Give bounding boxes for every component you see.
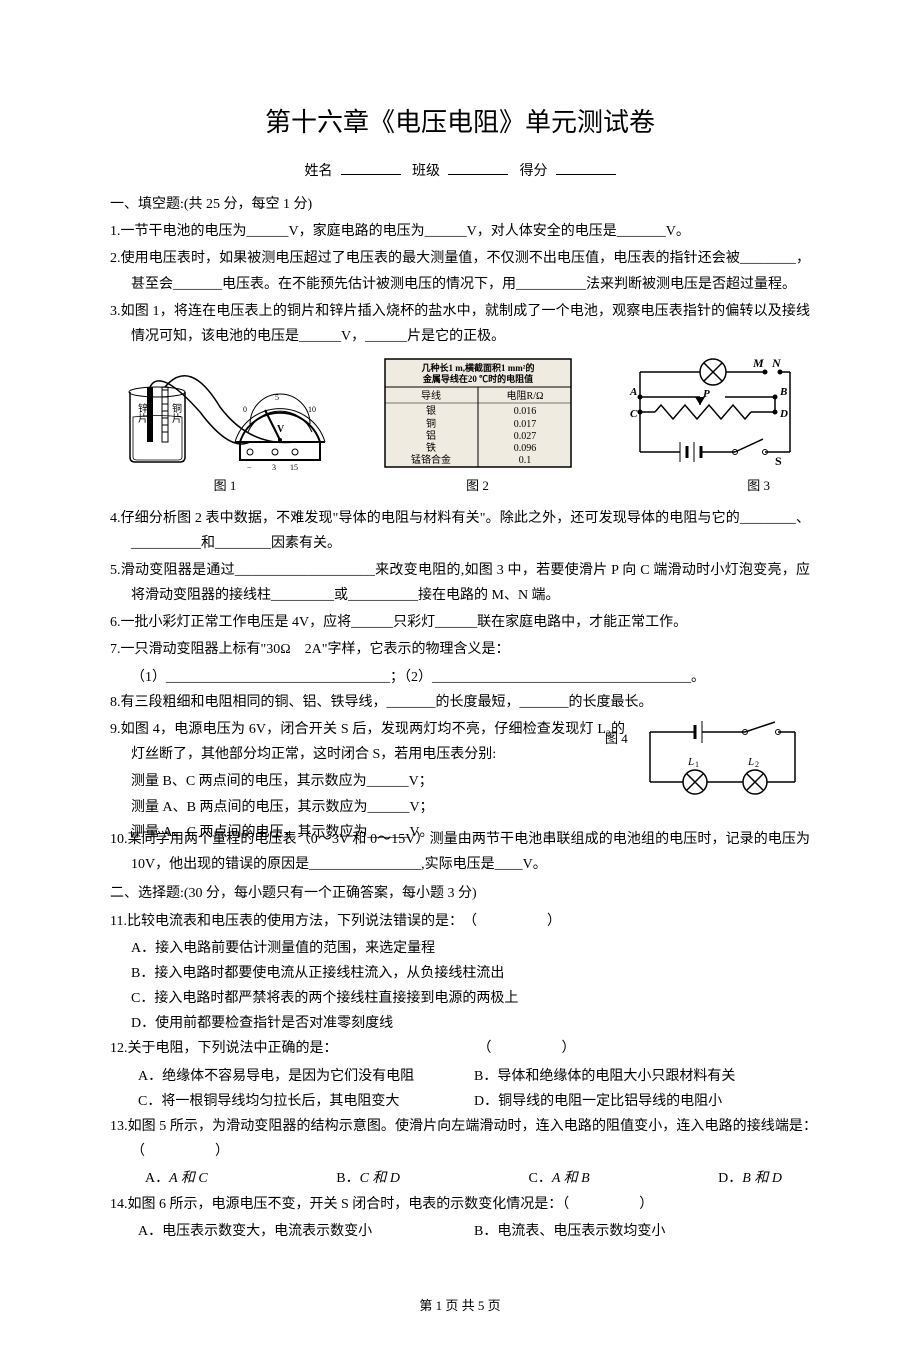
q13-a: A 和 C (169, 1171, 208, 1186)
svg-text:2: 2 (755, 760, 759, 769)
q9-container: 9.如图 4，电源电压为 6V，闭合开关 S 后，发现两灯均不亮，仔细检查发现灯… (110, 717, 810, 845)
fig4-label: 图 4 (605, 727, 780, 750)
fig2-svg: 几种长1 m,横截面积1 mm²的 金属导线在20 ℃时的电阻值 导线 电阻R/… (383, 357, 573, 472)
q12-row1: A．绝缘体不容易导电，是因为它们没有电阻 B．导体和绝缘体的电阻大小只跟材料有关 (110, 1064, 810, 1089)
q12-d: D．铜导线的电阻一定比铝导线的电阻小 (474, 1089, 810, 1114)
q3: 3.如图 1，将连在电压表上的铜片和锌片插入烧杯的盐水中，就制成了一个电池，观察… (110, 299, 810, 349)
fig2-title1: 几种长1 m,横截面积1 mm²的 (421, 362, 534, 373)
class-blank[interactable] (448, 159, 508, 175)
fig2-r1-val: 0.017 (513, 419, 536, 430)
svg-text:M: M (752, 357, 764, 370)
svg-text:V: V (277, 424, 285, 435)
svg-text:L: L (687, 756, 694, 768)
q10: 10.某同学用两个量程的电压表（0～3V 和 0～15V）测量由两节干电池串联组… (110, 827, 810, 877)
name-label: 姓名 (305, 159, 333, 184)
fig2-r1-name: 铜 (426, 418, 436, 430)
svg-text:10: 10 (308, 405, 316, 414)
svg-text:S: S (775, 454, 782, 468)
page-footer: 第 1 页 共 5 页 (110, 1294, 810, 1317)
fig1-svg: 锌 片 铜 片 0 5 10 V − 3 15 (120, 362, 330, 472)
name-blank[interactable] (341, 159, 401, 175)
svg-text:A: A (629, 386, 637, 398)
fig3-svg: M N A P B C D (625, 357, 800, 472)
q7-sub: （1）________________________________；（2）_… (110, 665, 810, 690)
fig2-r0-name: 银 (426, 404, 436, 417)
figure-4: L1 L2 图 4 (635, 717, 810, 825)
q13-options: A．A 和 C B．C 和 D C．A 和 B D．B 和 D (110, 1166, 810, 1191)
class-label: 班级 (412, 159, 440, 184)
fig2-r0-val: 0.016 (513, 406, 536, 417)
q12-c: C．将一根铜导线均匀拉长后，其电阻变大 (138, 1089, 474, 1114)
page-title: 第十六章《电压电阻》单元测试卷 (110, 100, 810, 147)
q13-a-pre: A． (145, 1171, 169, 1186)
q12-b: B．导体和绝缘体的电阻大小只跟材料有关 (474, 1064, 810, 1089)
svg-text:−: − (247, 463, 252, 472)
q11-b: B．接入电路时都要使电流从正接线柱流入，从负接线柱流出 (110, 961, 810, 986)
score-blank[interactable] (556, 159, 616, 175)
q1: 1.一节干电池的电压为______V，家庭电路的电压为______V，对人体安全… (110, 219, 810, 244)
figures-row-1: 锌 片 铜 片 0 5 10 V − 3 15 图 (110, 357, 810, 497)
svg-text:片: 片 (172, 412, 182, 425)
fig2-r2-val: 0.027 (513, 431, 536, 442)
q11-a: A．接入电路前要估计测量值的范围，来选定量程 (110, 936, 810, 961)
fig2-title2: 金属导线在20 ℃时的电阻值 (421, 373, 532, 384)
fig1-label: 图 1 (214, 474, 237, 497)
svg-text:3: 3 (272, 463, 276, 472)
section2-header: 二、选择题:(30 分，每小题只有一个正确答案，每小题 3 分) (110, 881, 810, 906)
q12-a: A．绝缘体不容易导电，是因为它们没有电阻 (138, 1064, 474, 1089)
svg-text:5: 5 (275, 393, 279, 402)
q9-main: 9.如图 4，电源电压为 6V，闭合开关 S 后，发现两灯均不亮，仔细检查发现灯… (110, 717, 625, 767)
q2: 2.使用电压表时，如果被测电压超过了电压表的最大测量值，不仅测不出电压值，电压表… (110, 246, 810, 296)
svg-text:C: C (630, 408, 638, 420)
svg-text:片: 片 (138, 412, 148, 425)
svg-text:B: B (779, 386, 787, 398)
q13-stem: 13.如图 5 所示，为滑动变阻器的结构示意图。使滑片向左端滑动时，连入电路的阻… (110, 1114, 810, 1164)
q13-d: B 和 D (742, 1171, 782, 1186)
section1-header: 一、填空题:(共 25 分，每空 1 分) (110, 192, 810, 217)
q9-a: 测量 B、C 两点间的电压，其示数应为______V； (110, 769, 625, 794)
svg-text:N: N (771, 357, 782, 370)
q11-stem: 11.比较电流表和电压表的使用方法，下列说法错误的是： （ ） (110, 909, 810, 934)
figure-2: 几种长1 m,横截面积1 mm²的 金属导线在20 ℃时的电阻值 导线 电阻R/… (383, 357, 573, 497)
q11-c: C．接入电路时都严禁将表的两个接线柱直接接到电源的两极上 (110, 986, 810, 1011)
fig2-col2: 电阻R/Ω (506, 389, 543, 402)
q13-b-pre: B． (336, 1171, 359, 1186)
q13-c-pre: C． (529, 1171, 552, 1186)
score-label: 得分 (520, 159, 548, 184)
q14-stem: 14.如图 6 所示，电源电压不变，开关 S 闭合时，电表的示数变化情况是：（ … (110, 1192, 810, 1217)
q13-d-pre: D． (718, 1171, 742, 1186)
q13-c: A 和 B (552, 1171, 590, 1186)
svg-text:0: 0 (243, 405, 247, 414)
fig2-r3-val: 0.096 (513, 443, 536, 454)
fig2-r4-name: 锰铬合金 (411, 453, 451, 466)
figure-1: 锌 片 铜 片 0 5 10 V − 3 15 图 (120, 362, 330, 497)
fig3-label: 图 3 (747, 474, 770, 497)
q14-b: B．电流表、电压表示数均变小 (474, 1219, 810, 1244)
svg-text:15: 15 (290, 463, 298, 472)
svg-text:P: P (703, 388, 710, 400)
q12-row2: C．将一根铜导线均匀拉长后，其电阻变大 D．铜导线的电阻一定比铝导线的电阻小 (110, 1089, 810, 1114)
q5: 5.滑动变阻器是通过____________________来改变电阻的,如图 … (110, 558, 810, 608)
student-info: 姓名 班级 得分 (110, 159, 810, 184)
q12-stem: 12.关于电阻，下列说法中正确的是： （ ） (110, 1036, 810, 1061)
svg-text:L: L (747, 756, 754, 768)
q8: 8.有三段粗细和电阻相同的铜、铝、铁导线，_______的长度最短，______… (110, 690, 810, 715)
fig2-col1: 导线 (421, 389, 441, 402)
q4: 4.仔细分析图 2 表中数据，不难发现"导体的电阻与材料有关"。除此之外，还可发… (110, 506, 810, 556)
fig2-r3-name: 铁 (426, 441, 436, 454)
q11-d: D．使用前都要检查指针是否对准零刻度线 (110, 1011, 810, 1036)
fig2-r4-val: 0.1 (518, 455, 531, 466)
q7-main: 7.一只滑动变阻器上标有"30Ω 2A"字样，它表示的物理含义是： (110, 637, 810, 662)
q13-b: C 和 D (360, 1171, 400, 1186)
q14-row1: A．电压表示数变大，电流表示数变小 B．电流表、电压表示数均变小 (110, 1219, 810, 1244)
fig2-r2-name: 铝 (426, 430, 436, 442)
fig2-label: 图 2 (466, 474, 489, 497)
figure-3: M N A P B C D (625, 357, 800, 497)
svg-text:1: 1 (695, 760, 699, 769)
q6: 6.一批小彩灯正常工作电压是 4V，应将______只彩灯______联在家庭电… (110, 610, 810, 635)
q14-a: A．电压表示数变大，电流表示数变小 (138, 1219, 474, 1244)
svg-text:D: D (779, 408, 788, 420)
q9-b: 测量 A、B 两点间的电压，其示数应为______V； (110, 795, 625, 820)
